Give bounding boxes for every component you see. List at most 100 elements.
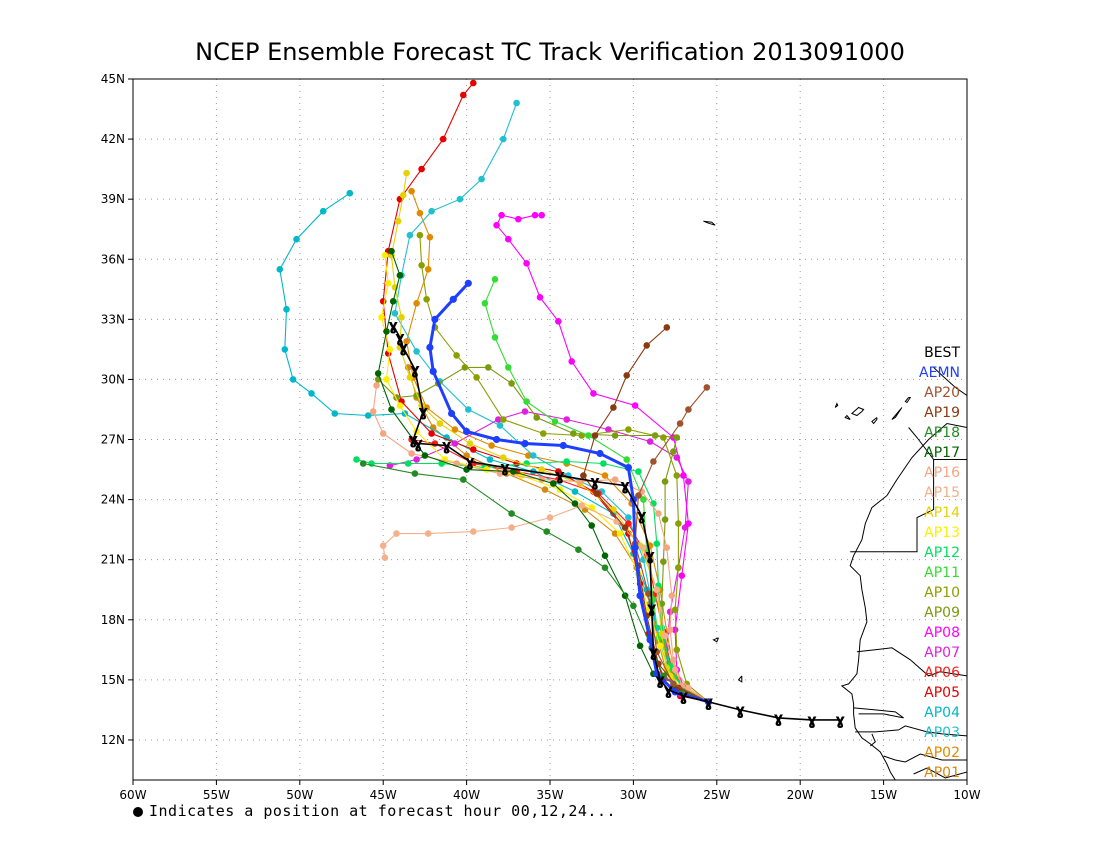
legend-item-ap03: AP03 — [924, 725, 960, 741]
legend-item-ap04: AP04 — [924, 705, 960, 721]
track-point-ap04 — [283, 306, 290, 313]
island-outline — [844, 414, 851, 420]
hurricane-symbol-icon: ɣ — [620, 477, 630, 495]
track-point-aemn — [464, 279, 472, 287]
track-point-ap02 — [601, 472, 609, 479]
lon-tick-label: 15W — [870, 788, 897, 802]
track-point-ap16 — [369, 408, 377, 415]
track-point-ap07 — [451, 440, 459, 447]
track-point-ap17 — [601, 552, 609, 559]
track-point-ap17 — [588, 522, 595, 529]
lat-tick-label: 12N — [101, 733, 125, 747]
track-point-ap04 — [281, 346, 289, 353]
coastline — [856, 647, 967, 677]
lon-tick-label: 30W — [620, 788, 647, 802]
track-point-ap13 — [378, 314, 385, 321]
track-point-ap04 — [364, 412, 372, 419]
track-point-ap03 — [413, 348, 420, 355]
hurricane-symbol-icon: ɣ — [500, 459, 510, 477]
lat-tick-label: 15N — [101, 673, 125, 687]
lon-tick-label: 50W — [286, 788, 313, 802]
legend-item-ap02: AP02 — [924, 745, 960, 761]
track-point-ap02 — [403, 338, 410, 345]
coastline — [933, 367, 967, 396]
track-ap02 — [403, 187, 712, 706]
track-point-ap15 — [470, 528, 477, 535]
hurricane-symbol-icon: ɣ — [398, 338, 408, 356]
hurricane-symbol-icon: ɣ — [735, 701, 745, 719]
legend-item-aemn: AEMN — [919, 365, 960, 381]
track-point-ap04 — [486, 456, 494, 463]
track-point-aemn — [624, 464, 633, 472]
hurricane-symbol-icon: ɣ — [388, 316, 398, 334]
track-point-ap02 — [488, 442, 495, 449]
track-point-ap09 — [660, 558, 667, 565]
hurricane-symbol-icon: ɣ — [555, 467, 565, 485]
track-point-ap14 — [610, 506, 617, 513]
coastline — [850, 459, 967, 553]
track-point-ap12 — [353, 456, 360, 463]
legend-item-ap13: AP13 — [924, 525, 960, 541]
hurricane-symbol-icon: ɣ — [774, 709, 784, 727]
track-point-ap10 — [418, 262, 425, 269]
track-point-ap19 — [623, 372, 630, 379]
track-point-ap13 — [381, 252, 389, 259]
lon-tick-label: 40W — [453, 788, 480, 802]
track-point-ap14 — [538, 466, 545, 473]
track-point-ap10 — [416, 231, 424, 239]
track-point-ap09 — [661, 516, 669, 523]
lat-tick-label: 24N — [101, 493, 125, 507]
lon-tick-label: 45W — [370, 788, 397, 802]
lon-tick-label: 25W — [703, 788, 730, 802]
track-point-aemn — [429, 367, 437, 375]
hurricane-symbol-icon: ɣ — [647, 599, 657, 617]
best-track-line — [392, 325, 841, 721]
island-outline — [703, 220, 716, 226]
track-point-ap07 — [685, 478, 692, 485]
track-point-ap02 — [525, 452, 532, 459]
hurricane-symbol-icon: ɣ — [645, 547, 655, 565]
track-line-ap20 — [634, 387, 709, 703]
track-line-ap05 — [382, 82, 709, 703]
coastline — [853, 707, 904, 719]
lat-tick-label: 21N — [101, 553, 125, 567]
track-point-ap19 — [580, 472, 587, 479]
track-point-ap11 — [623, 456, 630, 463]
lat-tick-label: 27N — [101, 433, 125, 447]
track-ap17 — [374, 247, 712, 706]
track-point-ap10 — [625, 426, 632, 433]
track-line-ap12 — [356, 458, 709, 703]
track-line-ap17 — [377, 251, 709, 703]
track-point-aemn — [426, 343, 434, 351]
track-point-ap15 — [393, 530, 400, 537]
track-point-ap10 — [673, 646, 681, 654]
track-point-ap12 — [563, 458, 570, 465]
track-point-ap19 — [621, 524, 629, 531]
track-point-aemn — [448, 409, 456, 418]
track-point-ap08 — [498, 211, 505, 219]
track-point-ap14 — [394, 217, 402, 225]
track-point-ap08 — [531, 211, 539, 219]
track-point-ap13 — [383, 376, 390, 383]
hurricane-symbol-icon: ɣ — [679, 687, 689, 705]
hurricane-symbol-icon: ɣ — [590, 473, 600, 491]
track-point-ap04 — [308, 390, 315, 397]
track-point-ap03 — [478, 175, 485, 183]
track-point-ap17 — [383, 328, 390, 335]
track-point-ap20 — [670, 680, 677, 688]
track-point-ap16 — [379, 430, 387, 437]
legend-item-ap15: AP15 — [924, 485, 960, 501]
track-point-ap05 — [470, 79, 477, 87]
track-point-ap12 — [600, 460, 607, 467]
track-point-ap20 — [676, 420, 684, 427]
island-outline — [850, 406, 865, 417]
track-point-ap16 — [373, 382, 380, 389]
lat-lon-grid — [133, 79, 967, 780]
track-point-ap16 — [666, 626, 674, 634]
hurricane-symbol-icon: ɣ — [637, 507, 647, 525]
track-line-ap18 — [363, 462, 709, 703]
track-point-ap08 — [515, 215, 522, 223]
lon-tick-label: 35W — [536, 788, 563, 802]
track-point-ap19 — [591, 432, 599, 439]
